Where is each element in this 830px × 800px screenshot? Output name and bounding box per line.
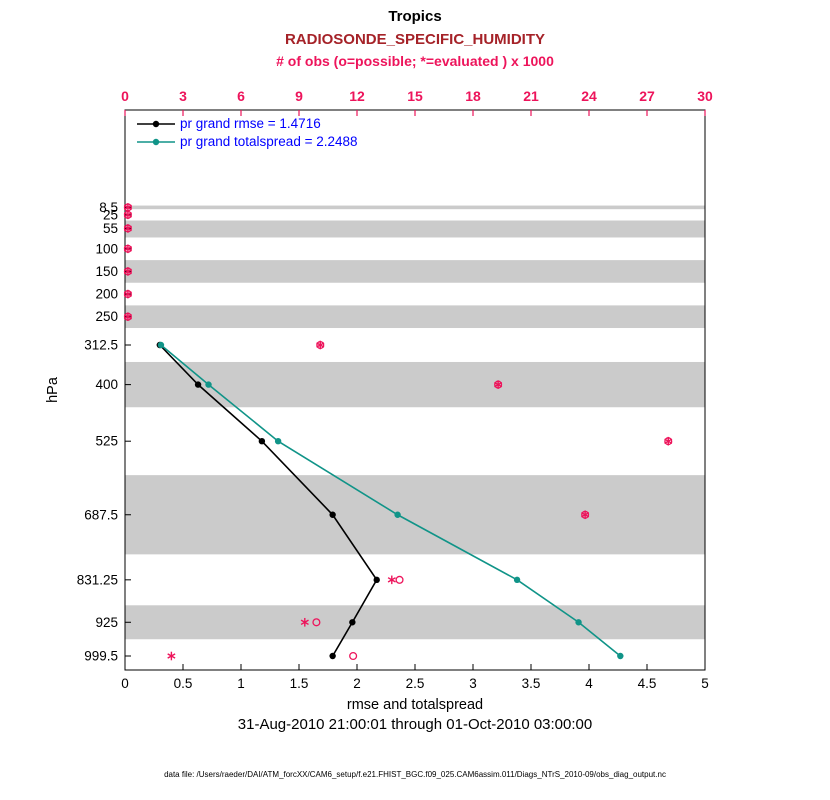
x-top-tick-label: 24 [581,88,597,104]
y-tick-label: 150 [95,264,118,279]
x-bottom-tick-label: 1 [237,676,245,691]
y-tick-label: 687.5 [84,507,118,522]
gray-band [125,205,705,210]
x-bottom-tick-label: 3 [469,676,477,691]
x-top-tick-label: 15 [407,88,423,104]
obs-evaluated-marker [494,381,503,388]
rmse-point [349,619,356,626]
x-bottom-tick-label: 1.5 [290,676,309,691]
obs-evaluated-marker [581,512,590,518]
y-tick-label: 200 [95,287,118,302]
timespan-label: 31-Aug-2010 21:00:01 through 01-Oct-2010… [237,716,593,733]
obs-evaluated-marker [664,438,673,444]
x-bottom-tick-label: 0.5 [174,676,193,691]
y-tick-label: 312.5 [84,338,118,353]
totalspread-point [617,652,624,660]
y-axis-title: hPa [45,376,61,403]
totalspread-point [274,437,282,445]
rmse-point [329,511,336,518]
x-top-tick-label: 6 [237,88,245,104]
totalspread-point [394,511,401,518]
x-axis-label: rmse and totalspread [346,697,484,713]
x-top-tick-label: 9 [295,88,303,104]
y-tick-label: 999.5 [84,648,118,663]
obs-possible-marker [395,575,404,584]
x-bottom-tick-label: 2 [353,676,361,691]
obs-evaluated-marker [123,225,132,232]
obs-evaluated-marker [123,313,132,320]
x-bottom-tick-label: 4.5 [638,676,657,691]
totalspread-point [157,341,165,349]
x-top-tick-label: 21 [523,88,539,104]
obs-evaluated-marker [123,246,132,252]
x-bottom-tick-label: 2.5 [406,676,425,691]
x-bottom-tick-label: 4 [585,676,593,691]
obs-evaluated-marker [300,619,309,626]
totalspread-point [513,576,521,584]
x-top-tick-label: 12 [349,88,365,104]
totalspread-point [575,619,582,626]
rmse-point [329,652,336,660]
gray-band [125,361,705,408]
obs-possible-marker [349,651,358,661]
obs-evaluated-marker [123,268,132,275]
legend-marker [152,138,160,146]
x-top-tick-label: 27 [639,88,655,104]
x-bottom-tick-label: 3.5 [522,676,541,691]
y-tick-label: 250 [95,309,118,324]
plot-title: Tropics [388,8,442,25]
obs-evaluated-marker [123,204,132,211]
rmse-point [194,381,202,388]
legend-label: pr grand totalspread = 2.2488 [180,134,358,149]
gray-band [125,475,705,555]
obs-evaluated-marker [167,653,176,659]
x-top-tick-label: 30 [697,88,713,104]
legend-marker [152,120,160,128]
obs-evaluated-marker [123,212,132,218]
totalspread-point [205,381,212,388]
datafile-path: data file: /Users/raeder/DAI/ATM_forcXX/… [164,770,666,779]
legend-label: pr grand rmse = 1.4716 [180,116,321,131]
rmse-point [258,437,266,445]
obs-evaluated-marker [123,291,132,297]
y-tick-label: 400 [95,377,118,392]
x-top-tick-label: 18 [465,88,481,104]
y-tick-label: 831.25 [77,572,118,587]
top-axis-label: # of obs (o=possible; *=evaluated ) x 10… [276,53,554,69]
obs-evaluated-marker [387,577,396,583]
y-tick-label: 55 [103,221,118,236]
gray-band [125,220,705,238]
gray-band [125,305,705,329]
y-tick-label: 525 [95,434,118,449]
obs-possible-marker [312,618,321,627]
rmse-point [373,576,380,584]
x-top-tick-label: 3 [179,88,187,104]
x-top-tick-label: 0 [121,88,129,104]
x-bottom-tick-label: 5 [701,676,709,691]
y-tick-label: 925 [95,615,118,630]
y-tick-label: 25 [103,207,118,222]
y-tick-label: 8.5 [99,200,118,215]
obs-evaluated-marker [316,342,325,348]
gray-band [125,605,705,640]
gray-band [125,260,705,283]
plot-subtitle: RADIOSONDE_SPECIFIC_HUMIDITY [284,31,546,48]
x-bottom-tick-label: 0 [121,676,129,691]
y-tick-label: 100 [95,241,118,256]
